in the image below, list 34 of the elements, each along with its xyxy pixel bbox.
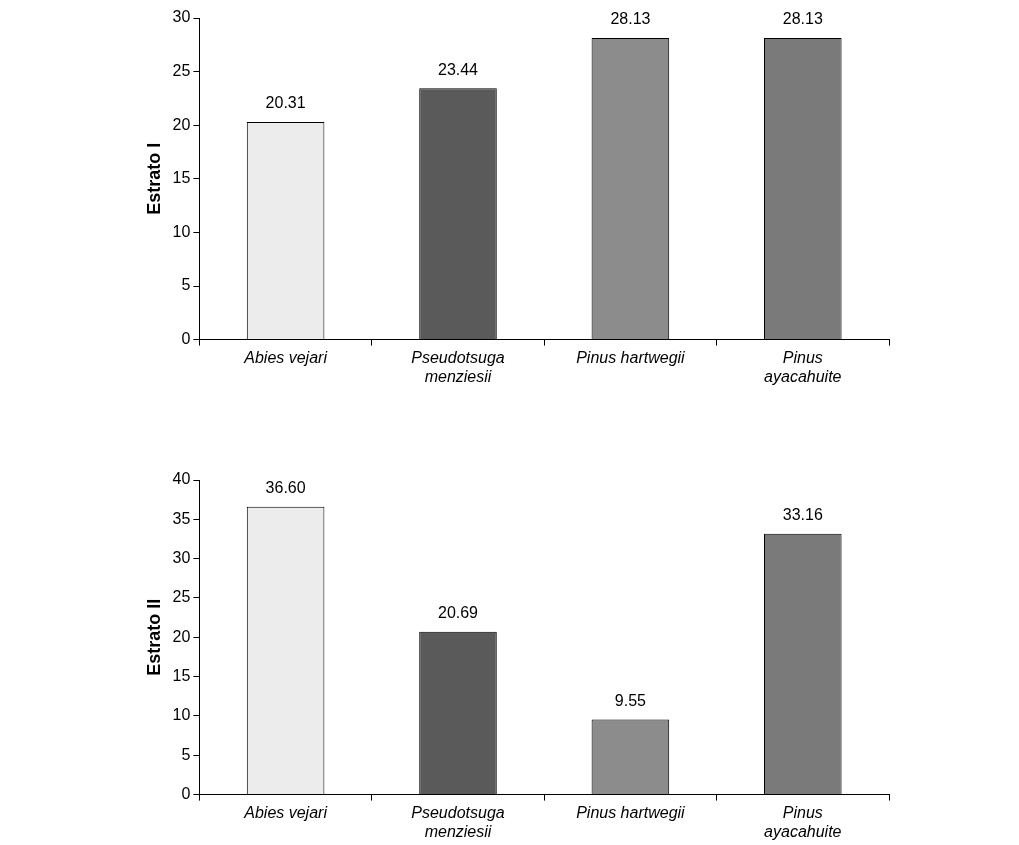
- data-label: 33.16: [782, 506, 823, 524]
- data-label: 20.31: [265, 94, 306, 112]
- y-axis-title: Estrato II: [143, 598, 164, 676]
- y-tick-label: 5: [181, 276, 191, 294]
- y-tick-label: 15: [172, 667, 191, 685]
- y-tick-label: 20: [172, 627, 191, 645]
- y-tick-label: 5: [181, 745, 191, 763]
- y-axis-title: Estrato I: [143, 142, 164, 215]
- x-tick-label: Abies vejari: [243, 803, 328, 821]
- y-tick-label: 30: [172, 549, 191, 567]
- data-label: 23.44: [437, 60, 479, 78]
- y-tick-label: 40: [172, 470, 191, 488]
- data-label: 36.60: [265, 479, 306, 497]
- y-tick-label: 0: [181, 330, 191, 348]
- data-label: 28.13: [782, 10, 823, 28]
- y-tick-label: 0: [181, 785, 191, 803]
- y-tick-label: 10: [172, 222, 191, 240]
- y-tick-label: 10: [172, 706, 191, 724]
- data-label: 28.13: [610, 10, 651, 28]
- x-tick-label: Pinus hartwegii: [576, 803, 686, 821]
- x-tick-label: Pinus hartwegii: [576, 348, 686, 366]
- x-tick-label: Abies vejari: [243, 348, 328, 366]
- y-tick-label: 15: [172, 169, 191, 187]
- x-tick-label: Pinus ayacahuite: [764, 803, 842, 840]
- x-tick-label: Pinus ayacahuite: [764, 348, 842, 385]
- data-label: 20.69: [437, 604, 479, 622]
- x-tick-label: Pseudotsuga menziesii: [411, 348, 505, 385]
- y-tick-label: 30: [172, 8, 191, 26]
- x-tick-label: Pseudotsuga menziesii: [411, 803, 505, 840]
- y-tick-label: 25: [172, 588, 191, 606]
- data-label: 9.55: [614, 691, 647, 709]
- y-tick-label: 25: [172, 62, 191, 80]
- y-tick-label: 20: [172, 115, 191, 133]
- y-tick-label: 35: [172, 509, 191, 527]
